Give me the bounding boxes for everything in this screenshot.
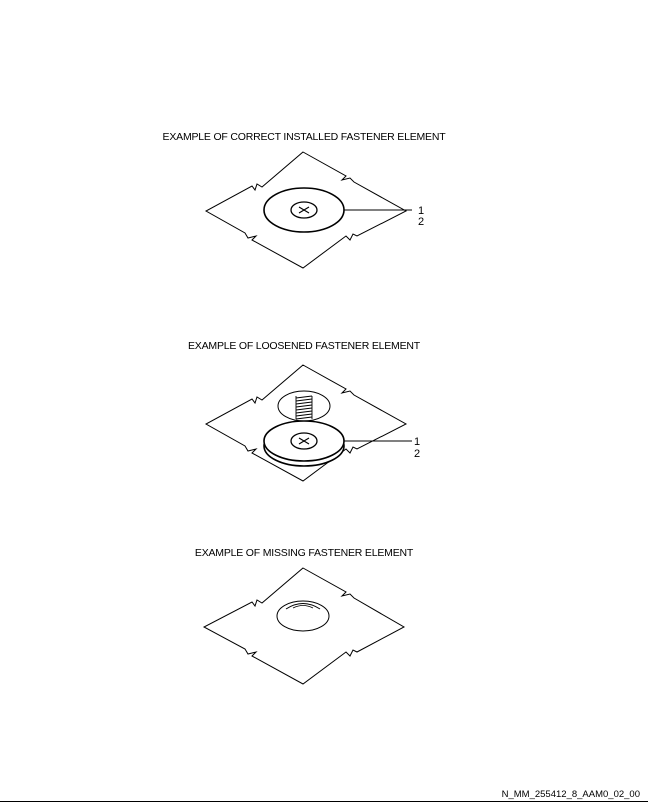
figure-2-caption: EXAMPLE OF LOOSENED FASTENER ELEMENT xyxy=(187,340,421,352)
hole-inner-wall xyxy=(285,603,321,610)
figure-correct-installed: 1 2 xyxy=(0,140,648,280)
panel-diagram-missing xyxy=(202,567,406,685)
callout-1: 1 xyxy=(418,205,424,217)
cross-recess-b xyxy=(298,206,310,214)
figure-missing xyxy=(0,560,648,700)
panel-outline xyxy=(204,364,408,482)
panel-diagram-loosened: 1 2 xyxy=(204,364,420,482)
figure-3-caption: EXAMPLE OF MISSING FASTENER ELEMENT xyxy=(194,547,414,559)
callout-2: 2 xyxy=(414,448,420,460)
empty-hole xyxy=(276,600,330,632)
panel-outline xyxy=(202,567,406,685)
figure-reference-id: N_MM_255412_8_AAM0_02_00 xyxy=(501,789,640,800)
panel-diagram-correct: 1 2 xyxy=(204,151,424,269)
fastener-head xyxy=(290,201,318,219)
panel-outline xyxy=(204,151,408,269)
callout-2: 2 xyxy=(418,216,424,228)
figure-loosened: 1 2 xyxy=(0,355,648,495)
cross-recess-b xyxy=(298,437,310,445)
page-bottom-rule xyxy=(0,801,648,802)
fastener-head xyxy=(290,432,318,450)
hole-inner-shadow xyxy=(292,605,314,609)
figure-1-caption: EXAMPLE OF CORRECT INSTALLED FASTENER EL… xyxy=(162,131,446,143)
callout-1: 1 xyxy=(414,436,420,448)
exposed-thread xyxy=(295,395,313,420)
